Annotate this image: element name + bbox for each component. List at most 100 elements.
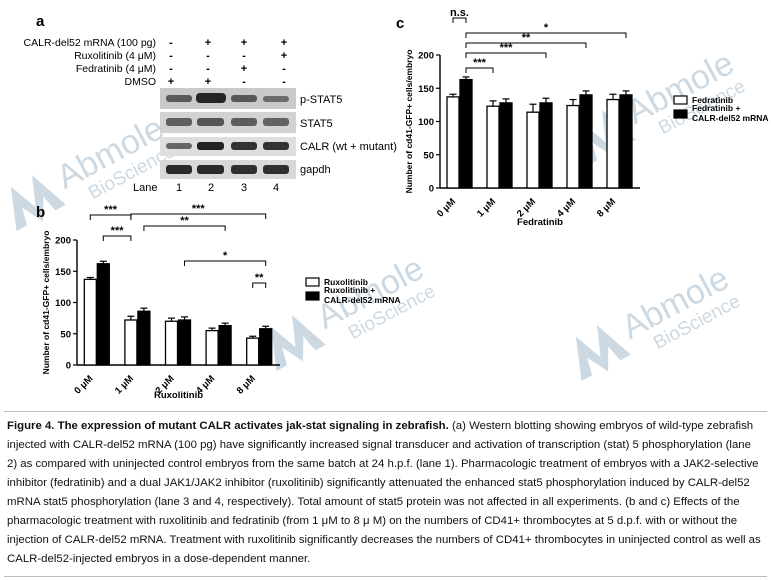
lane-number-1: 1 <box>176 182 182 194</box>
bar-ruxolitinib0-1 <box>124 319 138 366</box>
y-tick-label: 100 <box>55 298 71 309</box>
bar-fedratinib0-4 <box>606 98 620 189</box>
row-label-dmso: DMSO <box>125 76 157 88</box>
sign-row1-lane2: - <box>206 50 210 62</box>
panel-a-letter: a <box>36 13 45 30</box>
significance-bracket <box>102 235 132 241</box>
bar-fedratinib1-3 <box>579 94 593 189</box>
significance-label: *** <box>111 225 125 237</box>
bar-fedratinib0-3 <box>566 104 580 189</box>
lane-number-3: 3 <box>241 182 247 194</box>
sign-row3-lane1: + <box>168 76 174 88</box>
bar-fedratinib0-0 <box>446 96 460 189</box>
legend-swatch-1 <box>305 291 320 301</box>
x-tick-label: 1 μM <box>113 373 136 396</box>
bar-fedratinib1-1 <box>499 102 513 189</box>
sign-row2-lane3: + <box>241 63 247 75</box>
bar-ruxolitinib0-3 <box>205 329 219 366</box>
chart-c: 0 50 100 150 200 0 μM 1 μM 2 μM 4 μM 8 μM Number o… <box>404 7 769 228</box>
y-tick-label: 150 <box>418 84 434 95</box>
panel-b-letter: b <box>36 204 45 221</box>
row-label-ruxolitinib: Ruxolitinib (4 μM) <box>74 50 156 62</box>
western-blot <box>160 88 296 179</box>
x-tick-label: 0 μM <box>435 196 458 219</box>
legend-label-1: Fedratinib + CALR-del52 mRNA <box>692 103 769 123</box>
blot-calr <box>160 137 296 156</box>
bar-ruxolitinib1-0 <box>96 263 110 366</box>
band-label-pstat5: p-STAT5 <box>300 94 342 106</box>
lane-number-4: 4 <box>273 182 279 194</box>
bar-ruxolitinib0-0 <box>83 278 97 366</box>
bar-ruxolitinib0-2 <box>164 320 179 366</box>
sign-row2-lane4: - <box>282 63 286 75</box>
bar-ruxolitinib1-1 <box>137 310 151 366</box>
significance-bracket <box>452 17 467 23</box>
legend-swatch-0 <box>673 95 688 105</box>
panel-c-letter: c <box>396 15 404 32</box>
bar-fedratinib0-1 <box>486 105 500 189</box>
bar-fedratinib1-0 <box>459 78 473 189</box>
sign-row2-lane2: - <box>206 63 210 75</box>
row-label-calr: CALR-del52 mRNA (100 pg) <box>24 37 156 49</box>
significance-bracket <box>143 225 226 231</box>
sign-row1-lane3: - <box>242 50 246 62</box>
legend-swatch-1 <box>673 109 688 119</box>
significance-bracket <box>465 52 547 58</box>
y-tick-label: 0 <box>66 361 71 372</box>
x-axis-label: Fedratinib <box>517 217 563 228</box>
x-tick-label: 1 μM <box>475 196 498 219</box>
legend-label-0: Fedratinib <box>692 95 733 105</box>
y-tick-label: 0 <box>429 184 434 195</box>
band-label-calr: CALR (wt + mutant) <box>300 141 397 153</box>
sign-row3-lane4: - <box>282 76 286 88</box>
significance-label: *** <box>473 57 487 69</box>
significance-bracket <box>130 213 267 219</box>
legend-label-1: Ruxolitinib + CALR-del52 mRNA <box>324 285 401 305</box>
panel-a: a CALR-del52 mRNA (100 pg) Ruxolitinib (… <box>24 13 397 194</box>
bar-fedratinib1-2 <box>539 102 553 189</box>
significance-label: ** <box>522 32 531 44</box>
y-axis-label: Number of cd41-GFP+ cells/embryo <box>41 231 51 375</box>
watermark-logo-mark <box>270 315 326 372</box>
bar-ruxolitinib1-2 <box>177 319 192 366</box>
lane-title: Lane <box>133 182 157 194</box>
figure-caption: Figure 4. The expression of mutant CALR … <box>4 411 767 577</box>
bar-ruxolitinib1-3 <box>218 324 232 366</box>
x-tick-label: 0 μM <box>72 373 95 396</box>
y-tick-label: 50 <box>423 150 434 161</box>
treatment-signs: - + + +- - - +- - + -+ + - - <box>168 37 287 88</box>
sign-row0-lane4: + <box>281 37 287 49</box>
significance-label: *** <box>104 204 118 216</box>
blot-pstat5 <box>160 88 296 109</box>
significance-bracket <box>252 282 267 288</box>
significance-label: * <box>544 22 549 34</box>
bar-ruxolitinib0-4 <box>246 337 260 366</box>
significance-bracket <box>184 260 267 266</box>
significance-label: ** <box>180 215 189 227</box>
bar-ruxolitinib1-4 <box>259 328 273 366</box>
sign-row0-lane3: + <box>241 37 247 49</box>
sign-row1-lane4: + <box>281 50 287 62</box>
y-tick-label: 200 <box>55 236 71 247</box>
significance-bracket <box>465 32 627 38</box>
legend-swatch-0 <box>305 277 320 287</box>
band-label-gapdh: gapdh <box>300 164 331 176</box>
significance-label: *** <box>192 203 206 215</box>
x-axis-label: Ruxolitinib <box>154 390 203 401</box>
y-tick-label: 100 <box>418 117 434 128</box>
bar-fedratinib0-2 <box>526 111 540 189</box>
bar-fedratinib1-4 <box>619 94 633 189</box>
significance-label: ** <box>255 272 264 284</box>
sign-row3-lane2: + <box>205 76 211 88</box>
significance-label: *** <box>500 42 514 54</box>
significance-label: * <box>223 250 228 262</box>
x-tick-label: 4 μM <box>555 196 578 219</box>
watermark-logo-mark <box>575 325 631 382</box>
y-tick-label: 200 <box>418 51 434 62</box>
